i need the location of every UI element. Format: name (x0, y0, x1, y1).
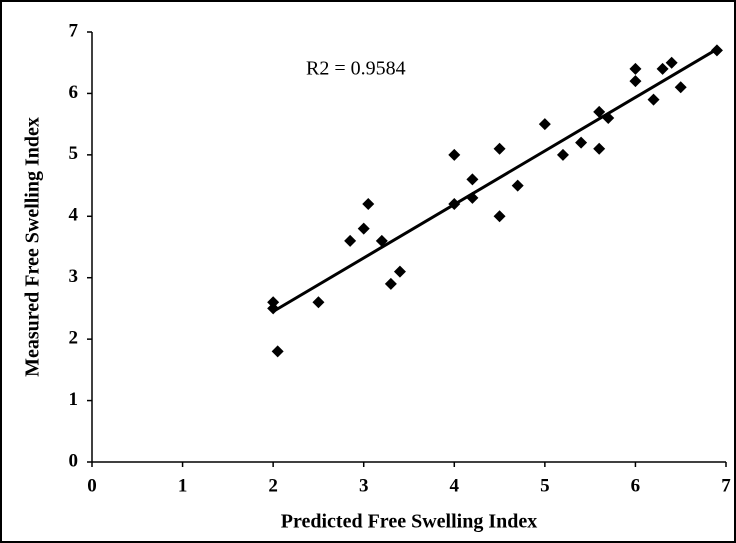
x-tick-label: 4 (450, 475, 460, 496)
point (511, 179, 524, 192)
point (493, 210, 506, 223)
x-tick-label: 3 (359, 475, 369, 496)
y-tick-label: 7 (69, 20, 79, 41)
x-tick-label: 5 (540, 475, 550, 496)
point (344, 234, 357, 247)
point (593, 105, 606, 118)
point (271, 345, 284, 358)
point (629, 75, 642, 88)
point (647, 93, 660, 106)
point (629, 62, 642, 75)
point (448, 148, 461, 161)
y-tick-label: 2 (69, 328, 79, 349)
point (665, 56, 678, 69)
point (375, 234, 388, 247)
x-tick-label: 1 (178, 475, 188, 496)
annotation: R2 = 0.9584 (306, 58, 406, 80)
y-tick-label: 5 (69, 143, 79, 164)
point (393, 265, 406, 278)
point (602, 112, 615, 124)
point (493, 142, 506, 155)
point (448, 198, 461, 210)
y-tick-label: 6 (69, 82, 79, 103)
point (267, 302, 280, 315)
x-tick-label: 2 (268, 475, 278, 496)
y-axis-title: Measured Free Swelling Index (22, 117, 44, 377)
y-tick-label: 3 (69, 266, 79, 287)
point (384, 277, 397, 290)
point (674, 81, 687, 94)
point (710, 44, 723, 57)
x-axis-title: Predicted Free Swelling Index (281, 511, 537, 533)
point (593, 142, 606, 155)
point (575, 136, 588, 149)
x-tick-label: 0 (87, 475, 97, 496)
x-tick-label: 6 (631, 475, 641, 496)
y-tick-label: 0 (69, 450, 79, 471)
point (312, 296, 325, 309)
point (466, 191, 479, 204)
point (357, 222, 370, 235)
point (362, 198, 375, 210)
point (466, 173, 479, 186)
point (556, 148, 569, 161)
y-tick-label: 4 (69, 205, 79, 226)
point (538, 118, 551, 131)
y-tick-label: 1 (69, 389, 79, 410)
x-tick-label: 7 (721, 475, 731, 496)
point (267, 296, 280, 309)
trend-line (272, 47, 718, 313)
point (656, 62, 669, 75)
